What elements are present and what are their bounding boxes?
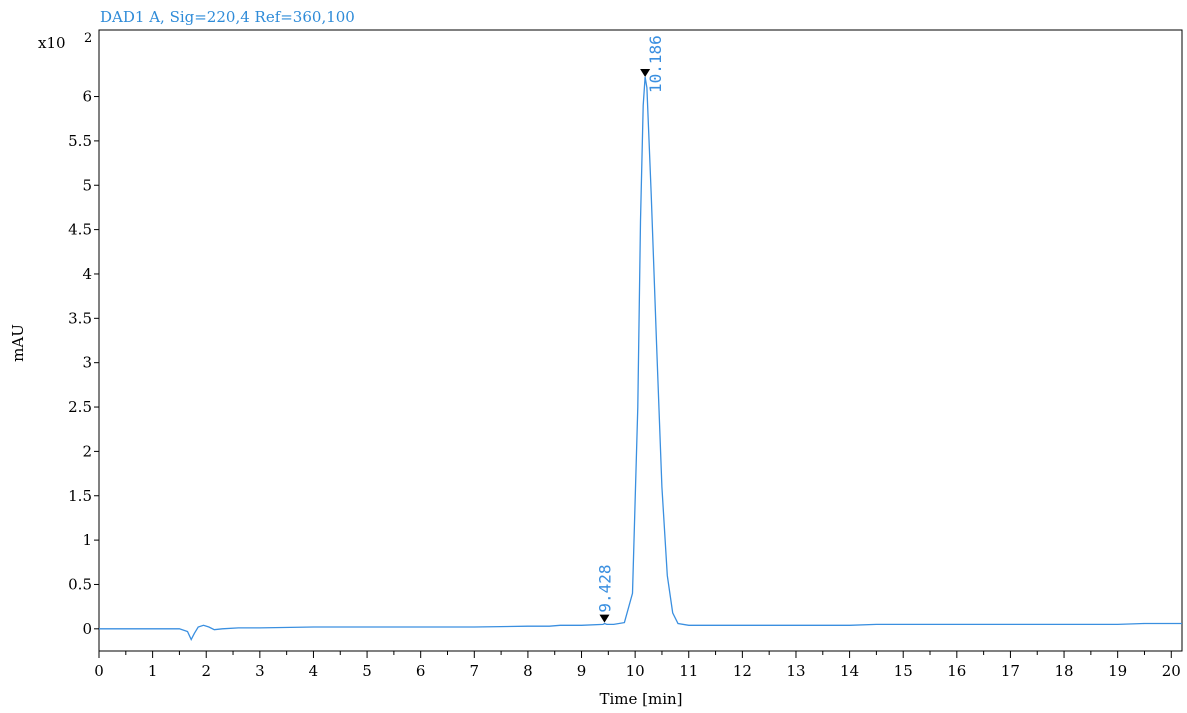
x-tick-label: 19 — [1108, 662, 1127, 680]
x-tick-label: 16 — [947, 662, 966, 680]
plot-frame — [98, 29, 1183, 652]
y-tick-label: 4 — [82, 265, 92, 283]
x-tick-label: 4 — [309, 662, 319, 680]
peak-marker — [640, 69, 651, 78]
x-ticks: 0 1 2 3 4 5 6 7 8 9 10 11 12 13 14 15 16 17 18 19 20 — [94, 651, 1181, 680]
x-tick-label: 8 — [523, 662, 533, 680]
x-tick-label: 10 — [626, 662, 645, 680]
y-tick-label: 3.5 — [68, 309, 92, 327]
chart-title: DAD1 A, Sig=220,4 Ref=360,100 — [100, 8, 355, 26]
y-tick-label: 1.5 — [68, 487, 92, 505]
x-tick-label: 6 — [416, 662, 426, 680]
x-tick-label: 17 — [1001, 662, 1020, 680]
y-axis-label: mAU — [9, 324, 27, 362]
y-tick-label: 0.5 — [68, 575, 92, 593]
x-tick-label: 0 — [94, 662, 104, 680]
y-multiplier-exponent: 2 — [84, 31, 92, 46]
y-tick-label: 2.5 — [68, 398, 92, 416]
y-tick-label: 5.5 — [68, 132, 92, 150]
peak-marker — [599, 614, 610, 623]
x-tick-label: 7 — [470, 662, 480, 680]
x-tick-label: 9 — [577, 662, 587, 680]
y-tick-label: 6 — [82, 88, 92, 106]
y-tick-label: 4.5 — [68, 221, 92, 239]
y-tick-label: 3 — [82, 354, 92, 372]
x-tick-label: 2 — [201, 662, 211, 680]
x-tick-label: 14 — [840, 662, 859, 680]
x-tick-label: 5 — [362, 662, 372, 680]
y-tick-label: 5 — [82, 176, 92, 194]
peak-label: 10.186 — [646, 35, 665, 93]
x-tick-label: 13 — [786, 662, 805, 680]
x-tick-label: 3 — [255, 662, 265, 680]
y-tick-label: 2 — [82, 442, 92, 460]
x-tick-label: 1 — [148, 662, 158, 680]
peak-annotations: 9.428 10.186 — [595, 35, 665, 623]
y-ticks: 0 0.5 1 1.5 2 2.5 3 3.5 4 4.5 5 5.5 6 — [68, 88, 99, 638]
y-tick-label: 0 — [82, 620, 92, 638]
x-tick-label: 18 — [1055, 662, 1074, 680]
signal-trace — [99, 76, 1182, 641]
x-tick-label: 11 — [679, 662, 698, 680]
peak-label: 9.428 — [595, 564, 614, 612]
y-multiplier-label: x10 — [38, 34, 66, 52]
x-tick-label: 12 — [733, 662, 752, 680]
x-tick-label: 20 — [1162, 662, 1181, 680]
x-tick-label: 15 — [894, 662, 913, 680]
x-axis-label: Time [min] — [599, 690, 682, 708]
y-tick-label: 1 — [82, 531, 92, 549]
